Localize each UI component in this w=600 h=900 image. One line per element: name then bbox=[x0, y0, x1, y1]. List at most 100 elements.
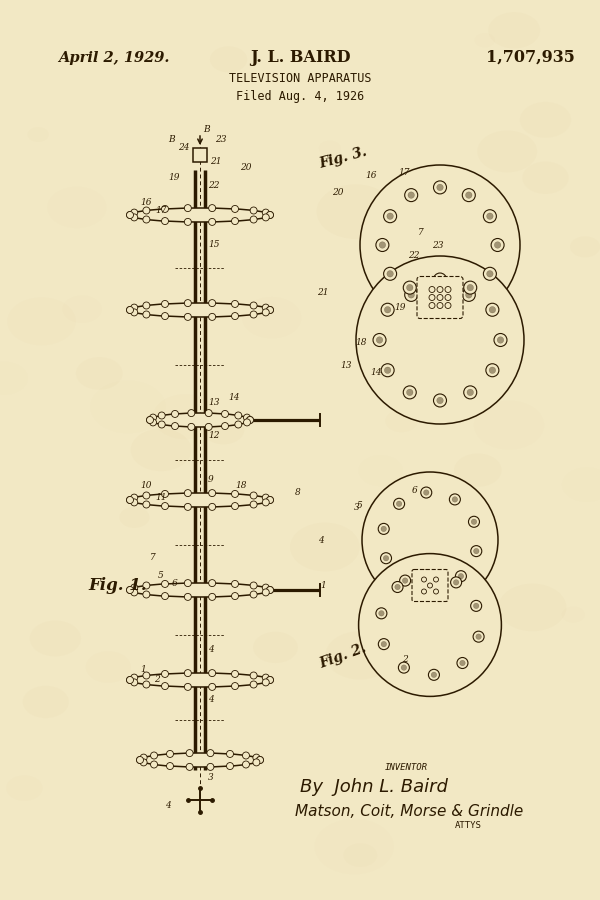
Circle shape bbox=[429, 302, 435, 309]
Circle shape bbox=[466, 192, 472, 198]
Ellipse shape bbox=[150, 413, 250, 427]
Circle shape bbox=[378, 524, 389, 535]
Circle shape bbox=[209, 219, 215, 225]
Circle shape bbox=[427, 583, 433, 588]
Circle shape bbox=[464, 386, 477, 399]
Text: 5: 5 bbox=[158, 571, 164, 580]
Circle shape bbox=[221, 423, 229, 429]
Circle shape bbox=[161, 491, 169, 498]
Text: 6: 6 bbox=[412, 486, 418, 495]
Circle shape bbox=[250, 672, 257, 679]
Circle shape bbox=[184, 683, 191, 690]
Ellipse shape bbox=[130, 303, 270, 317]
Circle shape bbox=[161, 670, 169, 678]
Text: INVENTOR: INVENTOR bbox=[385, 763, 428, 772]
Circle shape bbox=[421, 487, 432, 498]
Circle shape bbox=[184, 503, 191, 510]
Circle shape bbox=[158, 412, 165, 419]
Circle shape bbox=[143, 591, 150, 598]
Circle shape bbox=[431, 585, 436, 590]
Circle shape bbox=[143, 672, 150, 679]
Circle shape bbox=[232, 592, 239, 599]
Circle shape bbox=[232, 580, 239, 588]
Circle shape bbox=[221, 410, 229, 418]
Circle shape bbox=[127, 212, 133, 219]
Circle shape bbox=[266, 497, 274, 503]
Circle shape bbox=[433, 273, 446, 286]
Circle shape bbox=[437, 286, 443, 292]
Circle shape bbox=[356, 256, 524, 424]
Circle shape bbox=[209, 593, 215, 600]
Circle shape bbox=[209, 670, 215, 677]
Circle shape bbox=[131, 499, 138, 506]
Text: 8: 8 bbox=[295, 488, 301, 497]
Circle shape bbox=[266, 677, 274, 683]
Circle shape bbox=[476, 634, 481, 639]
Circle shape bbox=[407, 389, 413, 396]
Circle shape bbox=[143, 311, 150, 318]
Circle shape bbox=[250, 591, 257, 598]
Circle shape bbox=[487, 271, 493, 277]
Circle shape bbox=[131, 214, 138, 220]
Circle shape bbox=[381, 364, 394, 377]
Circle shape bbox=[433, 296, 446, 309]
Circle shape bbox=[244, 418, 250, 426]
Circle shape bbox=[433, 181, 446, 194]
Circle shape bbox=[395, 584, 400, 590]
Text: Fig. 2.: Fig. 2. bbox=[318, 641, 369, 671]
Circle shape bbox=[379, 610, 384, 616]
Circle shape bbox=[262, 494, 269, 501]
Circle shape bbox=[385, 367, 391, 374]
Circle shape bbox=[262, 309, 269, 316]
Circle shape bbox=[429, 286, 435, 292]
Circle shape bbox=[487, 213, 493, 220]
Circle shape bbox=[429, 294, 435, 301]
Circle shape bbox=[161, 312, 169, 319]
Text: 7: 7 bbox=[150, 553, 156, 562]
Circle shape bbox=[437, 276, 443, 283]
Text: 22: 22 bbox=[408, 251, 419, 260]
Circle shape bbox=[209, 503, 215, 510]
Text: 6: 6 bbox=[172, 579, 178, 588]
Circle shape bbox=[262, 674, 269, 681]
Circle shape bbox=[266, 212, 274, 219]
Circle shape bbox=[404, 189, 418, 202]
Circle shape bbox=[158, 421, 165, 428]
Circle shape bbox=[262, 214, 269, 220]
Text: 14: 14 bbox=[228, 393, 239, 402]
Circle shape bbox=[401, 665, 407, 670]
Text: April 2, 1929.: April 2, 1929. bbox=[58, 51, 170, 65]
Circle shape bbox=[167, 751, 173, 758]
Circle shape bbox=[437, 302, 443, 309]
Circle shape bbox=[400, 575, 410, 586]
Ellipse shape bbox=[130, 583, 270, 597]
Circle shape bbox=[445, 294, 451, 301]
Circle shape bbox=[497, 337, 504, 343]
Circle shape bbox=[184, 490, 191, 497]
Circle shape bbox=[449, 494, 460, 505]
Circle shape bbox=[161, 592, 169, 599]
Circle shape bbox=[424, 572, 429, 578]
Circle shape bbox=[250, 207, 257, 214]
Circle shape bbox=[266, 497, 274, 503]
Circle shape bbox=[397, 501, 402, 507]
Circle shape bbox=[462, 288, 475, 302]
Circle shape bbox=[452, 497, 458, 502]
FancyBboxPatch shape bbox=[412, 570, 448, 601]
Circle shape bbox=[250, 492, 257, 499]
Circle shape bbox=[205, 410, 212, 417]
Text: J. L. BAIRD: J. L. BAIRD bbox=[250, 49, 350, 66]
Circle shape bbox=[387, 271, 394, 277]
Circle shape bbox=[437, 397, 443, 404]
Circle shape bbox=[445, 302, 451, 309]
Circle shape bbox=[143, 501, 150, 508]
Circle shape bbox=[385, 307, 391, 313]
Circle shape bbox=[266, 212, 274, 219]
Circle shape bbox=[431, 672, 437, 678]
Circle shape bbox=[250, 216, 257, 223]
Circle shape bbox=[494, 334, 507, 346]
Circle shape bbox=[433, 577, 439, 582]
Circle shape bbox=[209, 204, 215, 212]
Text: 1: 1 bbox=[140, 665, 146, 674]
Text: 3: 3 bbox=[354, 503, 360, 512]
